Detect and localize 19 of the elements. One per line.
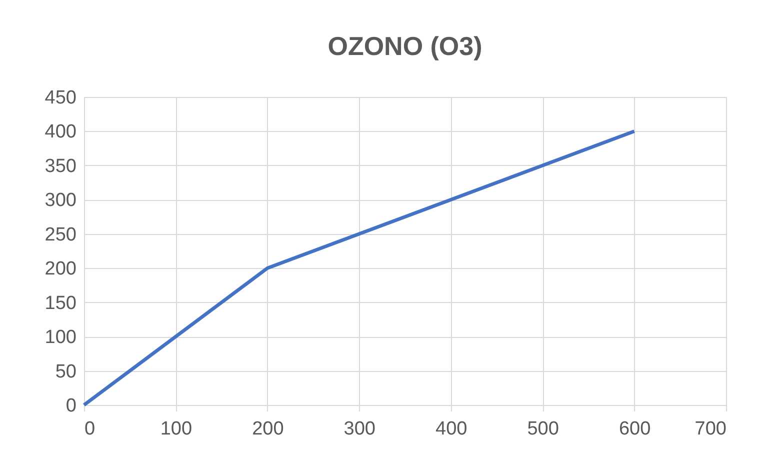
x-tick-label: 200 [252, 418, 284, 440]
x-tick-label: 400 [436, 418, 468, 440]
y-tick-label: 300 [44, 190, 76, 212]
y-tick-label: 150 [44, 292, 76, 314]
x-tick-label: 100 [160, 418, 192, 440]
x-tick-label: 0 [84, 418, 96, 440]
y-tick-label: 100 [44, 327, 76, 348]
x-tick-label: 500 [527, 418, 559, 440]
y-tick-label: 450 [44, 88, 76, 108]
y-tick-label: 250 [44, 224, 76, 246]
chart-title: OZONO (O3) [328, 31, 482, 61]
x-tick-label: 700 [694, 418, 726, 440]
x-tick-label: 300 [344, 418, 376, 440]
y-tick-label: 400 [44, 122, 76, 143]
x-tick-label: 600 [618, 418, 651, 440]
y-tick-label: 350 [44, 156, 76, 177]
y-tick-label: 0 [66, 396, 76, 416]
y-tick-label: 200 [44, 258, 76, 280]
y-tick-label: 50 [55, 361, 76, 382]
